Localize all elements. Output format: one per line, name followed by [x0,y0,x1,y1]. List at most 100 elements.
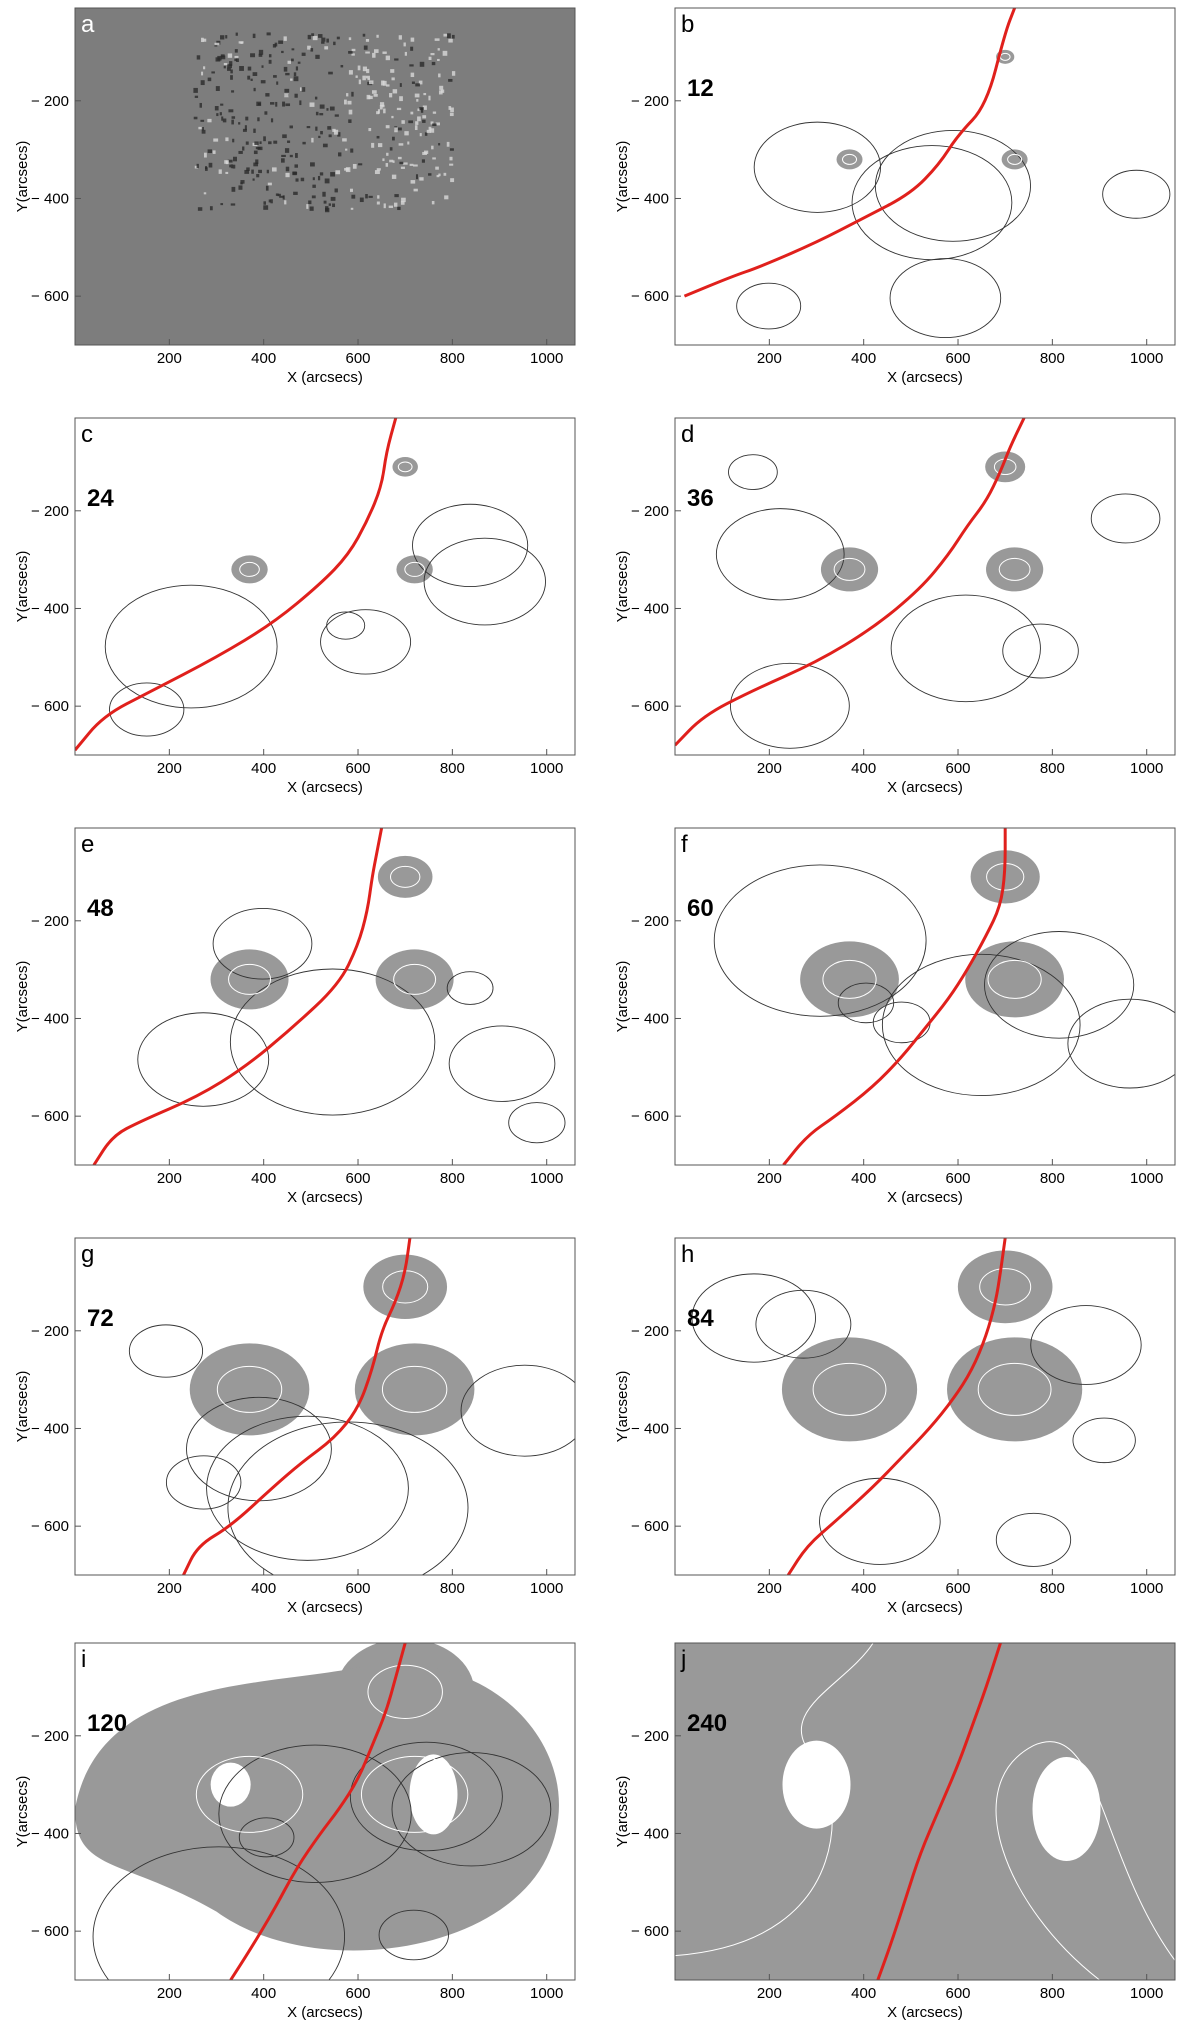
x-tick-label: 1000 [1130,350,1163,367]
magnetogram-pixel [277,193,281,197]
x-tick-label: 200 [757,1985,782,2002]
magnetogram-pixel [238,150,243,154]
magnetogram-pixel [231,90,235,93]
magnetogram-pixel [415,83,420,87]
polarity-inversion-line [876,1643,1002,1980]
x-tick-label: 400 [251,350,276,367]
magnetogram-pixel [399,96,403,102]
magnetogram-pixel [218,169,222,174]
contour-line [842,153,858,165]
magnetogram-pixel [436,174,440,178]
magnetogram-pixel [208,162,213,168]
panel-time-label: 24 [87,485,114,512]
magnetogram-pixel [291,48,295,51]
magnetogram-pixel [342,138,347,142]
contour-line [1002,623,1079,679]
magnetogram-pixel [264,111,268,115]
x-axis-label: X (arcsecs) [887,2004,963,2021]
x-tick-label: 600 [346,1985,371,2002]
panel-letter: i [81,1646,86,1673]
magnetogram-pixel [259,141,262,144]
shaded-region [947,1337,1083,1442]
plot-frame [674,7,1176,346]
contour-line [987,959,1042,999]
magnetogram-pixel [253,128,256,133]
magnetogram-pixel [220,54,225,58]
magnetogram-pixel [216,113,219,117]
magnetogram-pixel [377,109,380,114]
magnetogram-pixel [365,51,370,54]
magnetogram-pixel [448,106,452,110]
y-axis-label: Y(arcsecs) [614,1776,631,1848]
y-tick-label: − 200 [631,93,669,110]
magnetogram-pixel [292,172,298,175]
magnetogram-pixel [377,195,380,199]
magnetogram-pixel [315,54,320,59]
x-axis-label: X (arcsecs) [287,2004,363,2021]
panel-g: 200 400 600 800 1000 − 200 − 400 − 600 X (arcsec… [14,1237,576,1616]
contour-line [1067,998,1175,1089]
x-tick-label: 400 [251,1985,276,2002]
shaded-region [363,1254,448,1320]
y-tick-label: − 200 [631,913,669,930]
x-tick-label: 400 [851,760,876,777]
shaded-region [1001,149,1028,170]
magnetogram-pixel [312,184,316,188]
magnetogram-pixel [348,70,353,75]
magnetogram-pixel [385,163,389,167]
magnetogram-pixel [193,87,198,93]
magnetogram-pixel [326,108,329,111]
panel-letter: f [681,831,688,858]
magnetogram-pixel [422,105,427,110]
magnetogram-pixel [319,113,324,116]
magnetogram-pixel [326,38,329,43]
polarity-inversion-line [75,418,398,752]
plot-frame [74,7,576,346]
contour-line [979,1268,1032,1306]
y-axis-label: Y(arcsecs) [614,141,631,213]
contour-line [389,865,421,888]
magnetogram-pixel [270,118,274,123]
magnetogram-pixel [244,125,247,131]
plot-frame [674,1237,1176,1576]
contour-line [998,557,1031,581]
magnetogram-pixel [266,32,271,36]
magnetogram-pixel [223,62,228,66]
contour-line [755,1289,852,1359]
magnetogram-pixel [284,93,289,98]
magnetogram-pixel [369,80,374,85]
magnetogram-pixel [205,166,208,169]
magnetogram-pixel [400,166,405,169]
magnetogram-pixel [328,134,332,138]
magnetogram-pixel [273,140,278,144]
contour-line [995,1741,1175,1980]
contour-line [397,461,413,473]
contour-line [872,1001,931,1044]
magnetogram-pixel [368,95,373,100]
magnetogram-pixel [240,180,245,184]
magnetogram-pixel [396,107,402,111]
magnetogram-pixel [317,175,321,181]
magnetogram-pixel [234,58,238,62]
panel-letter: h [681,1241,694,1268]
magnetogram-pixel [410,180,416,184]
magnetogram-pixel [271,167,277,172]
magnetogram-pixel [450,178,455,183]
magnetogram-pixel [291,58,294,62]
magnetogram-pixel [442,50,448,56]
magnetogram-pixel [432,111,437,114]
panel-time-label: 36 [687,485,714,512]
x-axis-label: X (arcsecs) [887,1599,963,1616]
contour-line [92,1846,345,1980]
magnetogram-pixel [227,67,231,71]
x-tick-label: 800 [1040,760,1065,777]
magnetogram-pixel [365,75,370,79]
magnetogram-pixel [358,163,363,166]
magnetogram-pixel [324,46,329,50]
magnetogram-pixel [328,203,331,206]
x-tick-label: 200 [157,760,182,777]
contour-line [446,971,494,1005]
magnetogram-pixel [203,66,206,70]
magnetogram-pixel [350,207,354,210]
magnetogram-pixel [265,185,269,191]
